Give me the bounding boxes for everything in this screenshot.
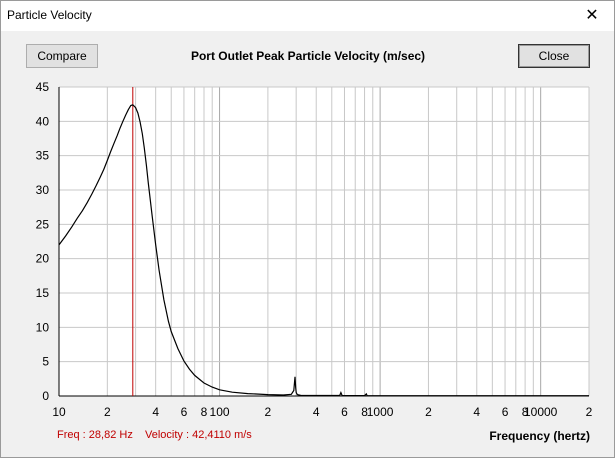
y-tick-label: 45: [36, 80, 50, 94]
x-tick-label: 10000: [524, 405, 558, 419]
x-tick-label: 2: [265, 405, 272, 419]
compare-button[interactable]: Compare: [26, 44, 98, 68]
title-bar: Particle Velocity ✕: [1, 1, 614, 31]
x-tick-label: 2: [104, 405, 111, 419]
y-tick-label: 10: [36, 320, 50, 334]
x-tick-label: 6: [502, 405, 509, 419]
x-axis-label: Frequency (hertz): [489, 429, 590, 443]
x-tick-label: 6: [341, 405, 348, 419]
velocity-curve: [58, 104, 589, 397]
close-button[interactable]: Close: [518, 44, 590, 68]
x-tick-label: 8: [361, 405, 368, 419]
y-tick-label: 25: [36, 217, 50, 231]
y-tick-label: 15: [36, 286, 50, 300]
chart-title: Port Outlet Peak Particle Velocity (m/se…: [190, 49, 426, 63]
x-tick-label: 2: [425, 405, 432, 419]
x-tick-label: 6: [181, 405, 188, 419]
y-tick-label: 0: [42, 389, 49, 403]
window-close-icon[interactable]: ✕: [585, 7, 599, 24]
window-title: Particle Velocity: [7, 8, 92, 22]
x-tick-label: 2: [586, 405, 593, 419]
plot-area: [59, 87, 589, 396]
x-tick-label: 4: [473, 405, 480, 419]
x-tick-label: 4: [152, 405, 159, 419]
y-tick-label: 35: [36, 149, 50, 163]
y-tick-label: 5: [42, 355, 49, 369]
x-tick-label: 1000: [367, 405, 394, 419]
x-tick-label: 100: [210, 405, 230, 419]
x-tick-label: 10: [52, 405, 66, 419]
x-tick-label: 4: [313, 405, 320, 419]
velocity-readout: Velocity : 42,4110 m/s: [145, 429, 252, 441]
y-tick-label: 30: [36, 183, 50, 197]
x-tick-label: 8: [522, 405, 529, 419]
y-tick-label: 20: [36, 252, 50, 266]
frequency-readout: Freq : 28,82 Hz: [57, 429, 133, 441]
y-tick-label: 40: [36, 114, 50, 128]
x-tick-label: 8: [201, 405, 208, 419]
